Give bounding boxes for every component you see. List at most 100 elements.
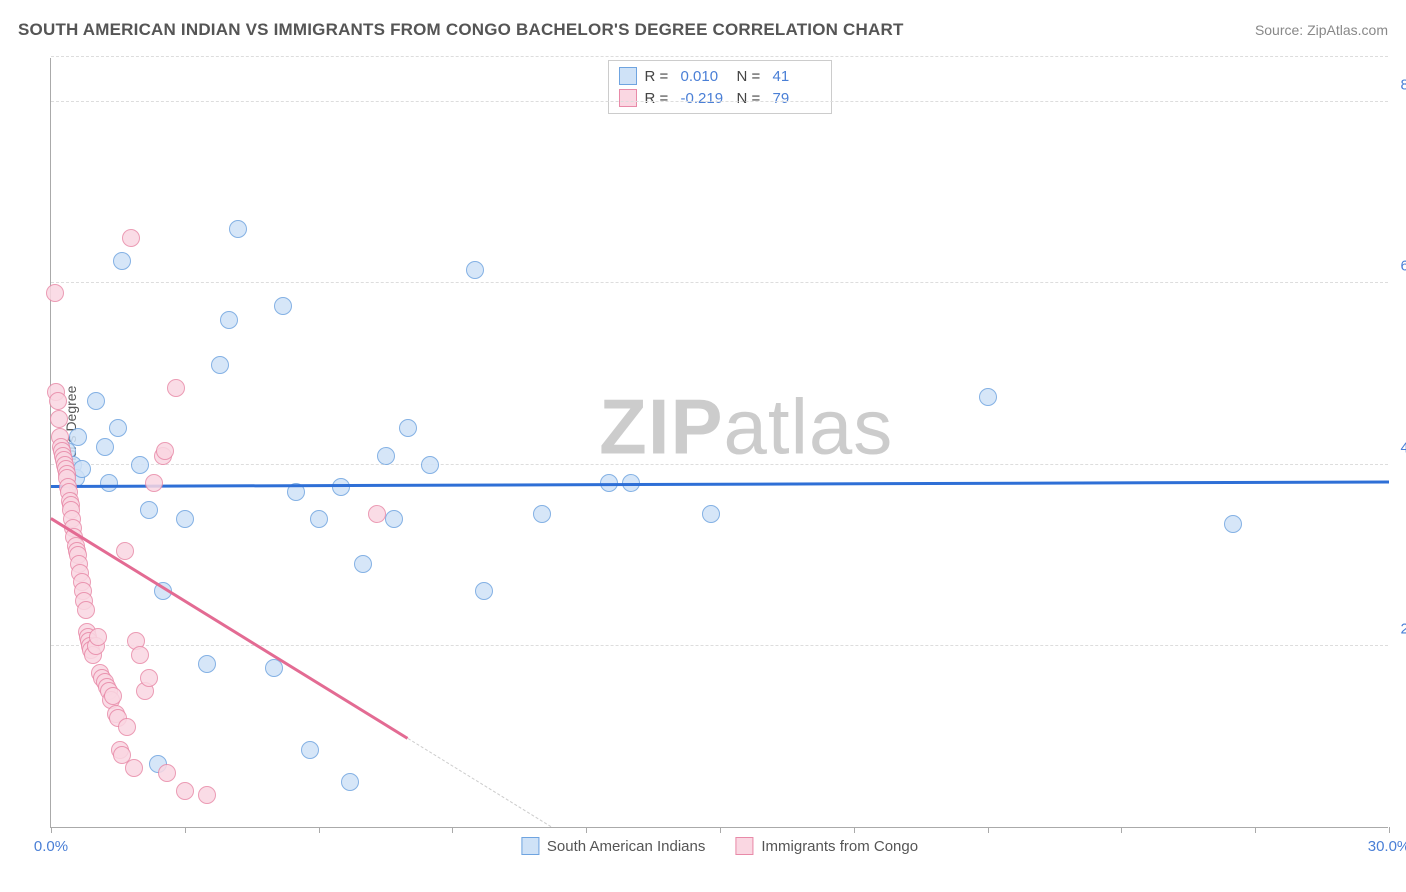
data-point	[211, 356, 229, 374]
x-tick	[1255, 827, 1256, 833]
stats-n-value: 41	[773, 68, 821, 85]
data-point	[421, 456, 439, 474]
source-attribution: Source: ZipAtlas.com	[1255, 22, 1388, 38]
data-point	[100, 474, 118, 492]
data-point	[158, 764, 176, 782]
grid-line	[51, 56, 1388, 57]
data-point	[89, 628, 107, 646]
data-point	[140, 669, 158, 687]
data-point	[104, 687, 122, 705]
trend-line-dashed	[408, 738, 551, 827]
data-point	[198, 655, 216, 673]
watermark-bold: ZIP	[599, 383, 723, 471]
data-point	[368, 505, 386, 523]
data-point	[176, 782, 194, 800]
data-point	[49, 392, 67, 410]
data-point	[156, 442, 174, 460]
data-point	[77, 601, 95, 619]
data-point	[341, 773, 359, 791]
stats-legend-box: R = 0.010 N = 41 R = -0.219 N = 79	[608, 60, 832, 114]
data-point	[274, 297, 292, 315]
data-point	[385, 510, 403, 528]
data-point	[145, 474, 163, 492]
grid-line	[51, 282, 1388, 283]
legend-item: Immigrants from Congo	[735, 837, 918, 855]
stats-n-label: N =	[737, 68, 765, 85]
stats-r-label: R =	[645, 68, 673, 85]
data-point	[466, 261, 484, 279]
x-tick	[452, 827, 453, 833]
stats-n-label: N =	[737, 90, 765, 107]
data-point	[301, 741, 319, 759]
x-tick	[720, 827, 721, 833]
legend-swatch	[521, 837, 539, 855]
watermark-rest: atlas	[724, 383, 894, 471]
x-tick	[1121, 827, 1122, 833]
data-point	[46, 284, 64, 302]
grid-line	[51, 464, 1388, 465]
data-point	[125, 759, 143, 777]
data-point	[310, 510, 328, 528]
data-point	[122, 229, 140, 247]
x-tick-label: 30.0%	[1368, 838, 1406, 855]
stats-r-value: 0.010	[681, 68, 729, 85]
x-tick	[1389, 827, 1390, 833]
data-point	[50, 410, 68, 428]
trend-line	[51, 480, 1389, 487]
x-tick	[185, 827, 186, 833]
stats-row: R = 0.010 N = 41	[619, 65, 821, 87]
plot-area: Bachelor's Degree ZIPatlas R =0.010N =41…	[50, 58, 1388, 828]
watermark: ZIPatlas	[599, 382, 893, 473]
grid-line	[51, 645, 1388, 646]
data-point	[116, 542, 134, 560]
data-point	[140, 501, 158, 519]
legend-label: Immigrants from Congo	[761, 838, 918, 855]
grid-line	[51, 101, 1388, 102]
data-point	[87, 392, 105, 410]
data-point	[131, 646, 149, 664]
data-point	[198, 786, 216, 804]
data-point	[475, 582, 493, 600]
chart-title: SOUTH AMERICAN INDIAN VS IMMIGRANTS FROM…	[18, 20, 904, 40]
data-point	[96, 438, 114, 456]
y-tick-label: 60.0%	[1393, 258, 1406, 275]
data-point	[131, 456, 149, 474]
y-tick-label: 80.0%	[1393, 77, 1406, 94]
data-point	[220, 311, 238, 329]
legend-swatch	[619, 89, 637, 107]
data-point	[113, 252, 131, 270]
data-point	[167, 379, 185, 397]
data-point	[979, 388, 997, 406]
data-point	[533, 505, 551, 523]
data-point	[702, 505, 720, 523]
data-point	[1224, 515, 1242, 533]
y-tick-label: 40.0%	[1393, 439, 1406, 456]
data-point	[332, 478, 350, 496]
stats-r-value: -0.219	[681, 90, 729, 107]
stats-row: R = -0.219 N = 79	[619, 87, 821, 109]
x-tick	[854, 827, 855, 833]
data-point	[354, 555, 372, 573]
legend-label: South American Indians	[547, 838, 705, 855]
data-point	[69, 428, 87, 446]
data-point	[265, 659, 283, 677]
data-point	[73, 460, 91, 478]
legend-swatch	[619, 67, 637, 85]
x-tick	[586, 827, 587, 833]
series-legend: South American Indians Immigrants from Co…	[521, 837, 918, 855]
x-tick	[988, 827, 989, 833]
stats-r-label: R =	[645, 90, 673, 107]
legend-swatch	[735, 837, 753, 855]
data-point	[399, 419, 417, 437]
y-tick-label: 20.0%	[1393, 620, 1406, 637]
data-point	[377, 447, 395, 465]
legend-item: South American Indians	[521, 837, 705, 855]
data-point	[229, 220, 247, 238]
x-tick-label: 0.0%	[34, 838, 68, 855]
data-point	[109, 419, 127, 437]
data-point	[118, 718, 136, 736]
data-point	[176, 510, 194, 528]
stats-n-value: 79	[773, 90, 821, 107]
x-tick	[319, 827, 320, 833]
x-tick	[51, 827, 52, 833]
